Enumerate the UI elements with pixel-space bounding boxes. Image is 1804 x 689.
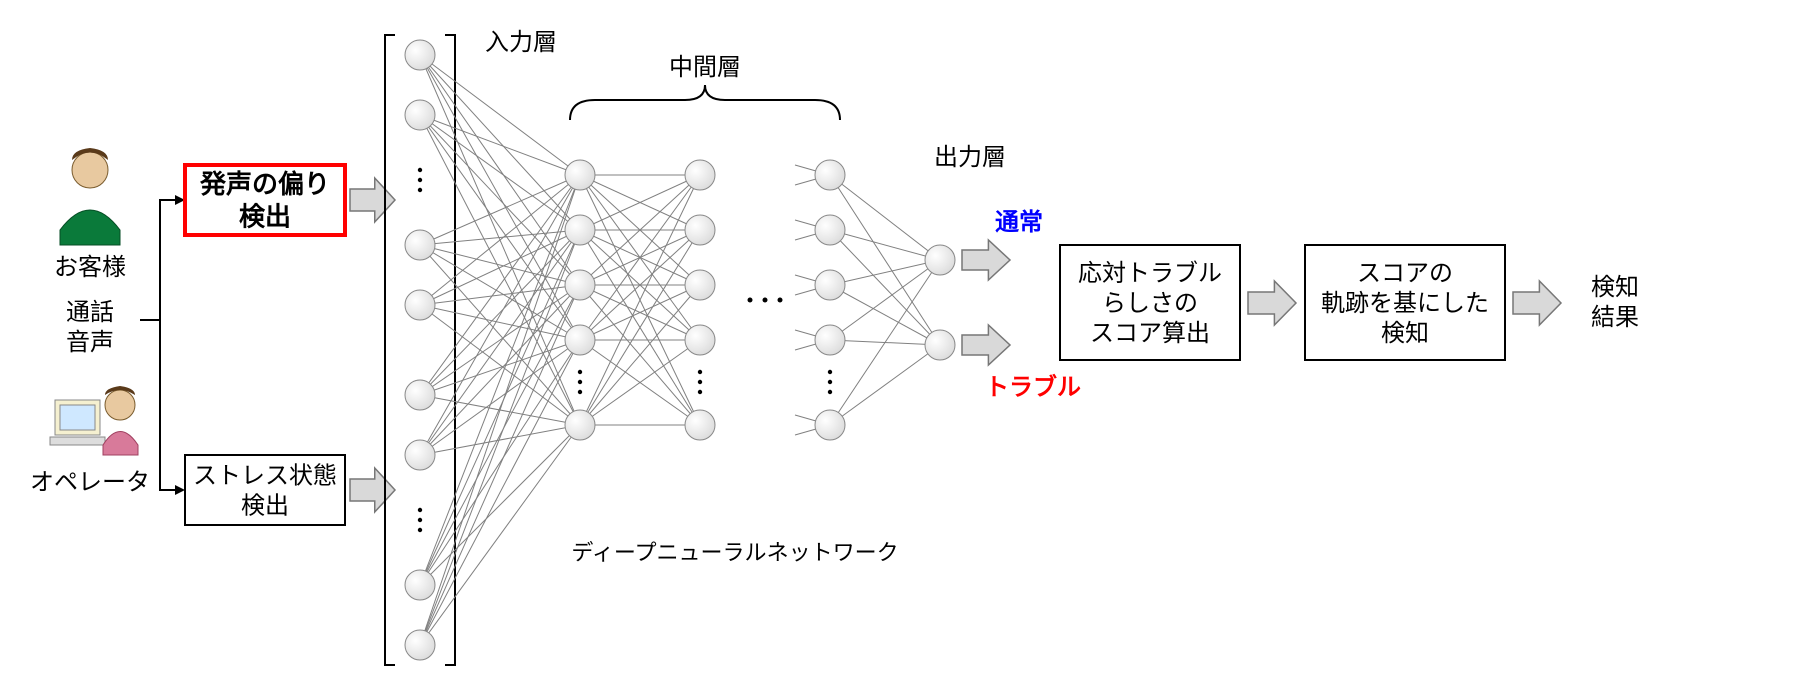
svg-text:発声の偏り: 発声の偏り	[199, 169, 330, 199]
connector-customer	[140, 200, 180, 320]
connector-operator	[160, 320, 180, 490]
svg-text:スコア算出: スコア算出	[1090, 320, 1210, 347]
svg-text:らしさの: らしさの	[1102, 290, 1198, 317]
output-normal-label: 通常	[995, 209, 1043, 236]
arrow-output-normal	[962, 240, 1010, 280]
arrow-stress-to-nn	[350, 468, 395, 512]
operator-icon	[50, 386, 138, 455]
arrow-traj-to-result	[1513, 281, 1561, 325]
operator-label: オペレータ	[30, 469, 150, 496]
result-label-1: 検知	[1591, 274, 1639, 301]
hidden-layer-label: 中間層	[669, 54, 741, 81]
architecture-diagram: お客様通話音声オペレータ発声の偏り検出ストレス状態検出入力層中間層出力層ディープ…	[0, 0, 1804, 684]
arrow-bias-to-nn	[350, 178, 395, 222]
hidden-brace	[570, 85, 840, 120]
arrow-score-to-traj	[1248, 281, 1296, 325]
svg-text:検知: 検知	[1381, 320, 1429, 347]
trajectory-box: スコアの軌跡を基にした検知	[1305, 245, 1505, 360]
stress-detection-box: ストレス状態検出	[185, 455, 345, 525]
output-trouble-label: トラブル	[985, 373, 1081, 401]
svg-text:検出: 検出	[241, 492, 289, 519]
score-box: 応対トラブルらしさのスコア算出	[1060, 245, 1240, 360]
result-label-2: 結果	[1591, 304, 1639, 331]
svg-text:検出: 検出	[239, 201, 291, 231]
audio-label-2: 音声	[66, 329, 114, 356]
customer-label: お客様	[54, 254, 126, 281]
input-layer-label: 入力層	[485, 29, 557, 56]
output-layer-label: 出力層	[934, 144, 1006, 171]
bias-detection-box: 発声の偏り検出	[185, 165, 345, 235]
svg-text:ストレス状態: ストレス状態	[193, 462, 337, 489]
customer-icon	[60, 148, 120, 245]
input-bracket-left	[385, 35, 395, 665]
audio-label-1: 通話	[66, 299, 114, 326]
svg-text:スコアの: スコアの	[1357, 260, 1453, 287]
nn-caption: ディープニューラルネットワーク	[571, 540, 898, 565]
svg-text:応対トラブル: 応対トラブル	[1078, 260, 1222, 287]
arrow-output-trouble	[962, 325, 1010, 365]
nn-nodes	[405, 40, 955, 660]
svg-text:軌跡を基にした: 軌跡を基にした	[1321, 290, 1489, 317]
